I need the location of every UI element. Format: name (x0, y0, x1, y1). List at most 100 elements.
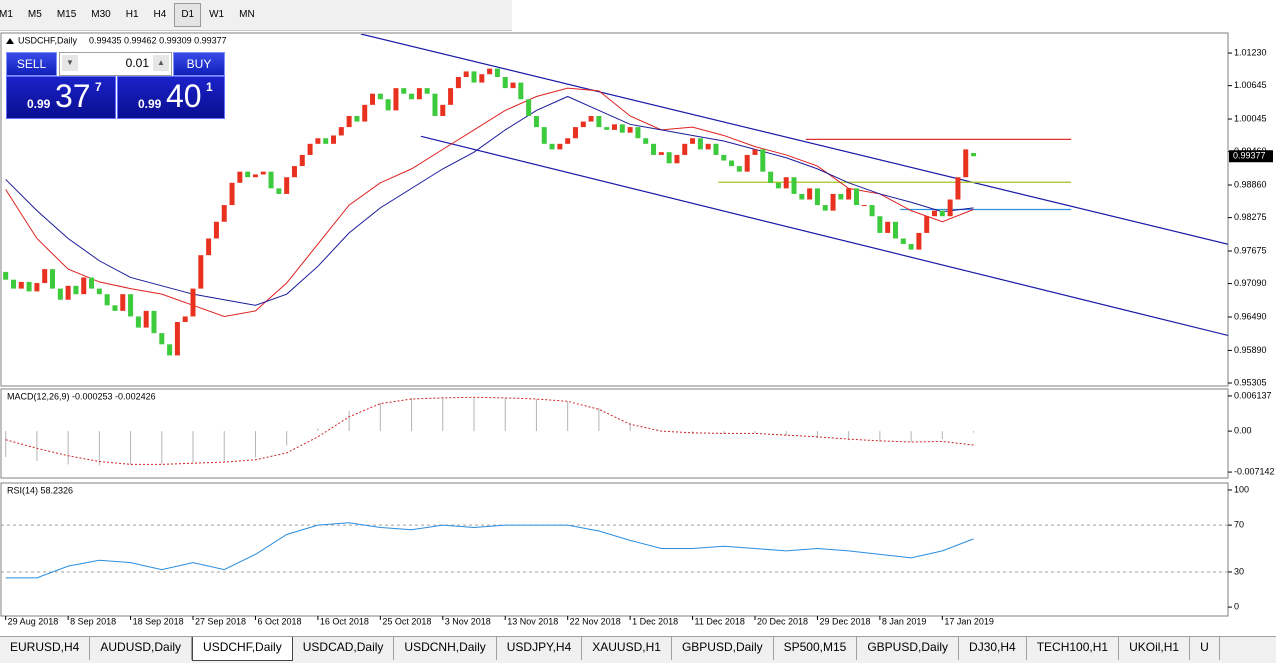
y-tick-label: -0.007142 (1234, 466, 1275, 476)
candle (440, 104, 446, 116)
x-tick-label: 3 Nov 2018 (445, 616, 491, 626)
timeframe-button[interactable]: M5 (27, 9, 42, 20)
candle (362, 104, 368, 122)
x-tick-label: 11 Dec 2018 (695, 616, 745, 626)
chart-tab[interactable]: EURUSD,H4 (0, 637, 91, 660)
candle (635, 127, 641, 139)
buy-price[interactable]: 0.99 40 1 (117, 76, 225, 119)
candle (744, 154, 750, 172)
timeframe-button[interactable]: M1 (0, 9, 13, 20)
timeframe-button[interactable]: MN (239, 9, 255, 20)
sell-price[interactable]: 0.99 37 7 (6, 76, 116, 119)
candle (580, 121, 586, 128)
candle (370, 93, 376, 105)
candle (643, 138, 649, 144)
chart-tab[interactable]: UKOil,H1 (1119, 637, 1191, 660)
price-label: 0.99377 (1233, 151, 1266, 161)
candle (861, 205, 867, 207)
candle (627, 127, 633, 133)
candle (651, 143, 657, 155)
y-tick-label: 1.00645 (1234, 80, 1267, 90)
candle (604, 127, 610, 130)
candle (346, 115, 352, 128)
candle (151, 310, 157, 334)
chart-tab[interactable]: USDCNH,Daily (394, 637, 497, 660)
y-tick-label: 0.98860 (1234, 179, 1267, 189)
candle (479, 74, 485, 83)
chart-tab[interactable]: SP500,M15 (774, 637, 858, 660)
x-tick-label: 18 Sep 2018 (133, 616, 184, 626)
candle (690, 138, 696, 144)
timeframe-button[interactable]: H1 (125, 9, 139, 20)
candle (432, 93, 438, 116)
sell-button[interactable]: SELL (6, 52, 57, 76)
rsi-label: RSI(14) 58.2326 (7, 485, 73, 495)
candle (409, 93, 415, 100)
macd-panel (0, 388, 1229, 479)
candle (338, 127, 344, 136)
chart-tab[interactable]: DJ30,H4 (959, 637, 1027, 660)
candle (120, 294, 126, 311)
candle (73, 285, 79, 295)
chart-tab[interactable]: USDJPY,H4 (497, 637, 583, 660)
buy-button[interactable]: BUY (173, 52, 225, 76)
lot-value[interactable]: 0.01 (125, 56, 149, 70)
rsi-line (5, 522, 974, 579)
lot-up[interactable]: ▲ (153, 55, 169, 71)
chart-tab[interactable]: GBPUSD,Daily (857, 637, 960, 660)
candle (502, 76, 508, 89)
candle (487, 68, 493, 75)
candle (128, 294, 134, 317)
chart-tab[interactable]: AUDUSD,Daily (90, 637, 193, 660)
candle (900, 238, 906, 245)
chart-tab[interactable]: USDCHF,Daily (192, 637, 293, 661)
candle (65, 285, 71, 300)
candle (533, 115, 539, 128)
candle (768, 171, 774, 183)
chart-tab[interactable]: GBPUSD,Daily (672, 637, 774, 660)
lot-down[interactable]: ▼ (62, 55, 78, 71)
candle (89, 277, 95, 289)
y-tick-label: 0.00 (1234, 425, 1252, 435)
chart-tab[interactable]: XAUUSD,H1 (582, 637, 672, 660)
candle (838, 193, 844, 200)
candle (736, 166, 742, 172)
candle (752, 149, 758, 155)
macd-signal (5, 396, 974, 465)
y-tick-label: 1.00045 (1234, 113, 1267, 123)
x-tick-label: 27 Sep 2018 (195, 616, 246, 626)
candle (846, 188, 852, 200)
candle (135, 316, 141, 328)
candle (666, 152, 672, 164)
timeframe-button[interactable]: M30 (91, 9, 111, 20)
timeframe-button[interactable]: M15 (56, 9, 77, 20)
y-tick-label: 0.95305 (1234, 377, 1267, 387)
candle (557, 143, 563, 150)
timeframe-button[interactable]: D1 (174, 3, 202, 27)
collapse-icon[interactable] (6, 38, 14, 44)
candle (588, 115, 594, 122)
y-tick-label: 70 (1234, 519, 1244, 529)
x-tick-label: 25 Oct 2018 (382, 616, 431, 626)
candle (213, 221, 219, 239)
y-tick-label: 0 (1234, 601, 1239, 611)
y-tick-label: 0.98275 (1234, 212, 1267, 222)
candle (50, 269, 56, 289)
candle (299, 154, 305, 167)
chart-tab[interactable]: TECH100,H1 (1027, 637, 1120, 660)
chart-tab[interactable]: U (1190, 637, 1220, 660)
buy-price-fraction: 1 (206, 80, 213, 94)
candle (229, 182, 235, 206)
candle (252, 174, 258, 178)
candle (822, 205, 828, 211)
candle (237, 171, 243, 183)
chart-tabs: EURUSD,H4 AUDUSD,Daily USDCHF,Daily USDCAD,… (0, 636, 1276, 663)
lot-field[interactable]: ▼ 0.01 ▲ (59, 52, 172, 76)
chart-tab[interactable]: USDCAD,Daily (293, 637, 395, 660)
candle (401, 88, 407, 94)
timeframe-button[interactable]: H4 (153, 9, 167, 20)
candle (697, 138, 703, 150)
candle (198, 255, 204, 289)
candle (159, 333, 165, 345)
timeframe-button[interactable]: W1 (209, 9, 225, 20)
